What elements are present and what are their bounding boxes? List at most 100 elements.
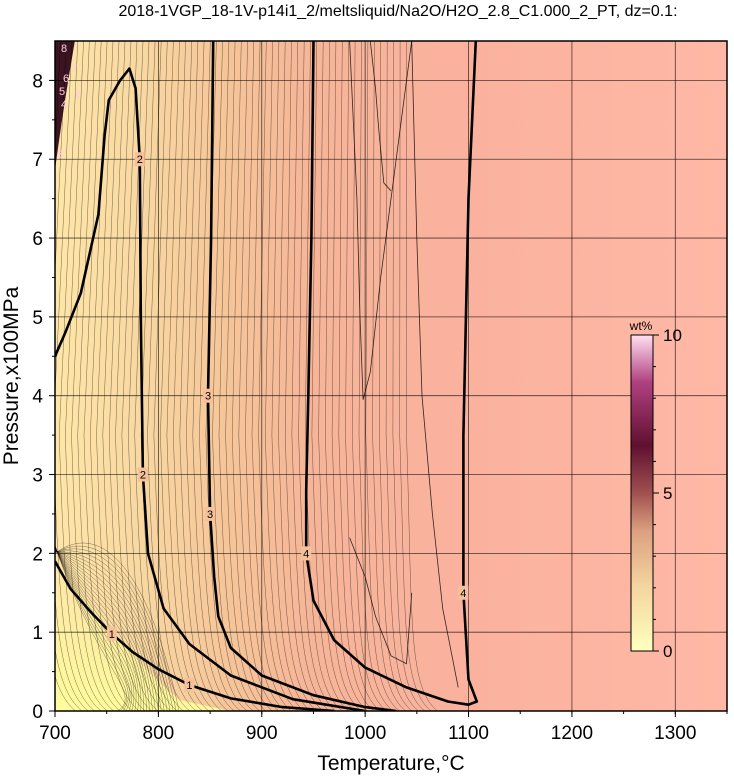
minor-contour-line xyxy=(365,41,400,711)
high-value-zone xyxy=(55,41,75,170)
minor-contour-line xyxy=(77,41,121,711)
minor-contour-line xyxy=(325,41,362,711)
minor-contour-line xyxy=(55,41,95,711)
minor-contour-line xyxy=(160,41,203,711)
contour-label-bg xyxy=(458,585,469,600)
minor-contour-line xyxy=(238,41,279,711)
x-axis-ticks: 700 800 900 1000 1100 1200 1300 xyxy=(39,711,728,744)
contour-line-1 xyxy=(55,560,335,711)
low-contour-line xyxy=(55,549,153,711)
grid-lines xyxy=(55,41,727,711)
minor-contour-line xyxy=(121,41,165,711)
colorbar-tick-label: 5 xyxy=(663,484,672,503)
low-contour-line xyxy=(55,550,171,711)
minor-contour-line xyxy=(166,41,210,711)
contour-label-bg xyxy=(203,388,214,403)
y-axis-label: Pressure,x100MPa xyxy=(0,286,23,465)
minor-contour-line xyxy=(284,41,324,711)
contour-label-bg xyxy=(205,506,216,521)
y-tick-label: 6 xyxy=(32,229,43,250)
thin-contour xyxy=(349,41,413,400)
x-tick-label: 1300 xyxy=(654,723,696,744)
low-contour-line xyxy=(55,548,147,711)
minor-contour-line xyxy=(179,41,222,711)
contour-label: 3 xyxy=(205,391,211,403)
minor-contour-line xyxy=(55,41,76,711)
plot-frame xyxy=(54,40,728,712)
minor-data-contours xyxy=(349,41,459,688)
colorbar: wt% 0 5 10 xyxy=(629,319,682,661)
low-contour-line xyxy=(55,546,133,711)
minor-contour-line xyxy=(311,41,349,711)
minor-contour-line xyxy=(392,41,425,711)
low-contour-line xyxy=(55,546,131,711)
x-tick-label: 1100 xyxy=(448,723,489,744)
low-contour-line xyxy=(55,551,165,711)
x-axis-label: Temperature,°C xyxy=(317,752,464,775)
y-tick-label: 0 xyxy=(32,702,43,723)
minor-contour-line xyxy=(65,41,108,711)
minor-contour-line xyxy=(245,41,286,711)
contour-label: 3 xyxy=(207,509,213,521)
colorbar-ticks: 0 5 10 xyxy=(653,326,682,661)
minor-contour-line xyxy=(278,41,318,711)
minor-contour-line xyxy=(291,41,330,711)
contour-label-bg xyxy=(301,546,312,561)
y-tick-label: 7 xyxy=(32,150,43,171)
minor-contour-line xyxy=(55,41,89,711)
y-tick-label: 1 xyxy=(32,623,43,644)
thin-contour xyxy=(411,41,459,688)
contour-label: 1 xyxy=(186,680,192,692)
contour-label-bg xyxy=(137,467,148,482)
x-tick-label: 1200 xyxy=(551,723,593,744)
minor-contour-line xyxy=(218,41,260,711)
colorbar-unit: wt% xyxy=(629,319,653,333)
edge-contour-label: 7 xyxy=(71,63,77,75)
minor-contour-line xyxy=(345,41,381,711)
x-tick-label: 1000 xyxy=(344,723,386,744)
contour-label: 4 xyxy=(460,588,466,600)
contour-line-2 xyxy=(55,67,366,711)
low-contour-line xyxy=(55,545,177,711)
minor-contour-line xyxy=(153,41,197,711)
minor-contour-line xyxy=(385,41,419,711)
y-tick-label: 8 xyxy=(32,71,43,92)
y-tick-label: 3 xyxy=(32,466,43,487)
minor-contour-line xyxy=(225,41,267,711)
minor-contour-line xyxy=(192,41,235,711)
low-contour-line xyxy=(55,550,156,711)
low-contour-line xyxy=(55,550,162,711)
minor-contour-line xyxy=(102,41,146,711)
minor-contour-line xyxy=(331,41,368,711)
thin-contour xyxy=(369,41,392,192)
low-contour-line xyxy=(55,545,127,711)
low-contour-line xyxy=(55,548,174,711)
low-contour-line xyxy=(55,549,150,711)
minor-contour-line xyxy=(379,41,413,711)
contour-label: 4 xyxy=(303,548,309,560)
edge-contour-label: 5 xyxy=(59,86,65,98)
x-tick-label: 700 xyxy=(39,723,71,744)
contour-label: 1 xyxy=(109,629,115,641)
minor-contour-line xyxy=(186,41,229,711)
colorbar-tick-label: 0 xyxy=(663,642,672,661)
minor-contour-line xyxy=(372,41,406,711)
minor-contour-line xyxy=(406,41,438,711)
low-contour-line xyxy=(55,545,129,711)
y-axis-ticks: 0 1 2 3 4 5 6 7 8 xyxy=(32,71,55,723)
minor-contour-line xyxy=(212,41,254,711)
minor-contour-line xyxy=(58,41,102,711)
low-value-zone xyxy=(55,560,230,711)
edge-contour-label: 6 xyxy=(63,73,69,85)
minor-contour-line xyxy=(71,41,114,711)
minor-contour-line xyxy=(338,41,375,711)
edge-contour-label: 8 xyxy=(75,89,81,101)
contour-label: 2 xyxy=(137,154,143,166)
minor-contour-line xyxy=(358,41,394,711)
y-tick-label: 2 xyxy=(32,544,43,565)
minor-contour-line xyxy=(352,41,387,711)
low-contour-line xyxy=(55,550,159,711)
contour-label-bg xyxy=(134,152,145,167)
major-contours: 1 1 2 2 3 3 4 4 xyxy=(55,41,479,711)
